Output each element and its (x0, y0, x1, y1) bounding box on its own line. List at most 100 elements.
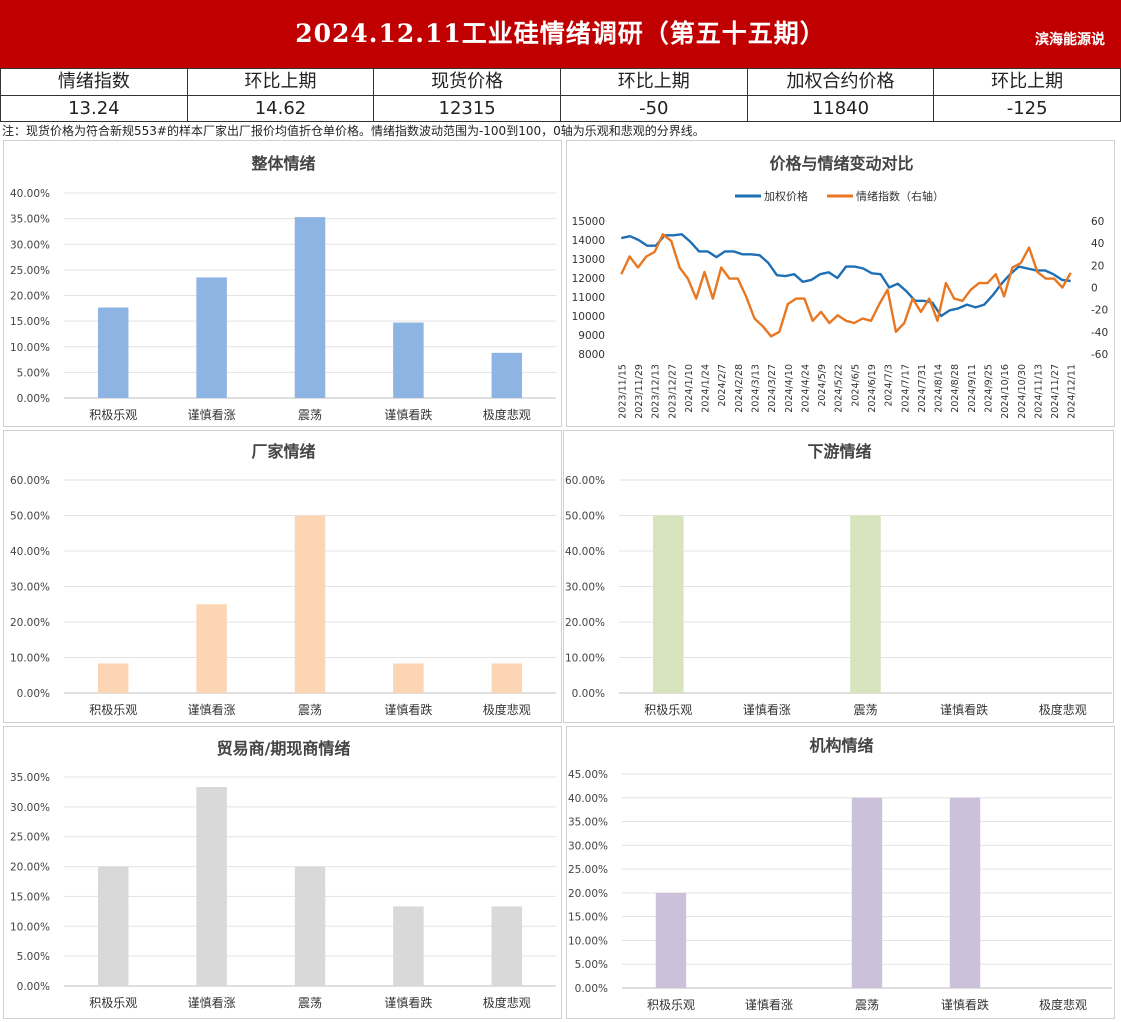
y-tick-label: 35.00% (10, 214, 50, 226)
y-left-tick-label: 12000 (572, 273, 605, 285)
x-tick-label: 2024/7/31 (917, 364, 928, 413)
bar-1 (655, 892, 687, 988)
y-tick-label: 10.00% (10, 653, 50, 665)
x-tick-label: 积极乐观 (89, 703, 137, 717)
x-tick-label: 震荡 (853, 703, 877, 717)
bar-4 (393, 906, 424, 986)
y-tick-label: 60.00% (10, 475, 50, 487)
y-right-tick-label: 60 (1091, 216, 1104, 228)
y-left-tick-label: 9000 (578, 330, 605, 342)
header-bar: 2024.12.11工业硅情绪调研（第五十五期） 滨海能源说 (0, 0, 1121, 68)
x-tick-label: 2024/10/16 (1000, 364, 1011, 419)
x-tick-label: 极度悲观 (483, 702, 531, 717)
y-tick-label: 20.00% (10, 862, 50, 874)
y-left-tick-label: 8000 (578, 349, 605, 361)
y-tick-label: 5.00% (17, 367, 50, 379)
y-tick-label: 25.00% (10, 832, 50, 844)
chart-title: 机构情绪 (809, 736, 873, 755)
x-tick-label: 2024/6/19 (867, 364, 878, 413)
x-tick-label: 2024/12/11 (1067, 364, 1078, 419)
summary-label-spot-change: 环比上期 (559, 68, 748, 96)
institution-svg: 机构情绪 0.00% 5.00% 10.00% 15.00% 20.00% 25.00% 30… (568, 736, 1112, 1012)
x-tick-label: 谨慎看涨 (188, 702, 236, 717)
x-tick-label: 谨慎看涨 (188, 995, 236, 1010)
bar-4 (393, 322, 424, 398)
y-tick-label: 20.00% (10, 617, 50, 629)
overall-sentiment-chart: 整体情绪 0.00% 5.00% 10.00% 15.00% 20.00% 25.00% 30… (3, 140, 562, 427)
x-tick-label: 谨慎看涨 (745, 997, 793, 1012)
bar-5 (491, 906, 523, 986)
y-tick-label: 40.00% (10, 188, 50, 200)
y-tick-label: 15.00% (10, 891, 50, 903)
y-tick-label: 20.00% (10, 291, 50, 303)
x-tick-label: 谨慎看跌 (941, 997, 989, 1012)
y-tick-label: 0.00% (17, 981, 50, 993)
x-tick-label: 2023/11/15 (617, 364, 628, 419)
y-tick-label: 0.00% (17, 688, 50, 700)
x-tick-label: 2024/1/24 (701, 364, 712, 413)
y-left-tick-label: 11000 (572, 292, 605, 304)
downstream-sentiment-chart: 下游情绪 0.00% 10.00% 20.00% 30.00% 40.00% 50.00% 6… (563, 430, 1114, 723)
bar-5 (491, 352, 523, 398)
y-tick-label: 0.00% (17, 393, 50, 405)
x-tick-label: 积极乐观 (644, 703, 692, 717)
summary-label-sentiment-index: 情绪指数 (0, 68, 188, 96)
x-tick-label: 极度悲观 (483, 995, 531, 1010)
y-right-tick-label: 40 (1091, 238, 1104, 250)
y-tick-label: 10.00% (565, 653, 605, 665)
x-tick-label: 震荡 (298, 996, 322, 1010)
y-tick-label: 0.00% (575, 983, 608, 995)
x-tick-label: 2024/9/25 (983, 364, 994, 413)
x-tick-label: 2024/5/22 (834, 364, 845, 413)
y-tick-label: 15.00% (10, 316, 50, 328)
x-tick-label: 2024/3/27 (767, 364, 778, 413)
x-tick-label: 谨慎看涨 (188, 407, 236, 422)
summary-value-weighted-price: 11840 (746, 95, 935, 122)
y-tick-label: 10.00% (568, 935, 608, 947)
y-left-tick-label: 15000 (572, 216, 605, 228)
y-tick-label: 35.00% (10, 772, 50, 784)
summary-label-weighted-change: 环比上期 (933, 68, 1121, 96)
x-tick-label: 谨慎看跌 (384, 702, 432, 717)
y-tick-label: 5.00% (575, 959, 608, 971)
trader-sentiment-chart: 贸易商/期现商情绪 0.00% 5.00% 10.00% 15.00% 20.00% 25.… (3, 726, 562, 1019)
x-tick-label: 震荡 (855, 998, 879, 1012)
footnote: 注：现货价格为符合新规553#的样本厂家出厂报价均值折仓单价格。情绪指数波动范围… (2, 124, 705, 138)
x-tick-label: 2024/9/11 (967, 364, 978, 413)
x-tick-label: 谨慎看跌 (384, 995, 432, 1010)
x-tick-label: 2023/12/13 (651, 364, 662, 419)
x-tick-label: 2024/2/28 (734, 364, 745, 413)
summary-value-spot-change: -50 (559, 95, 748, 122)
x-tick-label: 2024/4/24 (800, 364, 811, 413)
y-tick-label: 15.00% (568, 912, 608, 924)
bar-1 (97, 866, 129, 986)
x-tick-label: 2024/7/17 (900, 364, 911, 413)
chart-title: 价格与情绪变动对比 (769, 154, 913, 173)
x-tick-label: 积极乐观 (647, 998, 695, 1012)
y-tick-label: 25.00% (10, 265, 50, 277)
y-tick-label: 45.00% (568, 769, 608, 781)
summary-value-spot-price: 12315 (373, 95, 561, 122)
x-tick-label: 2023/12/27 (667, 364, 678, 419)
x-tick-label: 极度悲观 (1039, 997, 1087, 1012)
y-tick-label: 40.00% (565, 546, 605, 558)
y-tick-label: 50.00% (10, 511, 50, 523)
summary-value-sentiment-index: 13.24 (0, 95, 188, 122)
sentiment-series-line (620, 233, 1072, 338)
summary-value-sentiment-change: 14.62 (186, 95, 375, 122)
y-tick-label: 20.00% (568, 888, 608, 900)
y-right-tick-label: -40 (1091, 327, 1108, 339)
y-left-tick-label: 13000 (572, 254, 605, 266)
y-right-tick-label: 0 (1091, 283, 1098, 295)
x-tick-label: 2024/3/13 (750, 364, 761, 413)
summary-label-spot-price: 现货价格 (373, 68, 561, 96)
y-tick-label: 20.00% (565, 617, 605, 629)
y-tick-label: 25.00% (568, 864, 608, 876)
bar-3 (294, 217, 326, 398)
institution-sentiment-chart: 机构情绪 0.00% 5.00% 10.00% 15.00% 20.00% 25.00% 30… (566, 726, 1115, 1019)
brand-label: 滨海能源说 (1035, 32, 1105, 48)
y-tick-label: 5.00% (17, 951, 50, 963)
x-tick-label: 谨慎看跌 (940, 702, 988, 717)
factory-svg: 厂家情绪 0.00% 10.00% 20.00% 30.00% 40.00% 50.00% 6… (10, 442, 556, 717)
x-tick-label: 2024/8/28 (950, 364, 961, 413)
